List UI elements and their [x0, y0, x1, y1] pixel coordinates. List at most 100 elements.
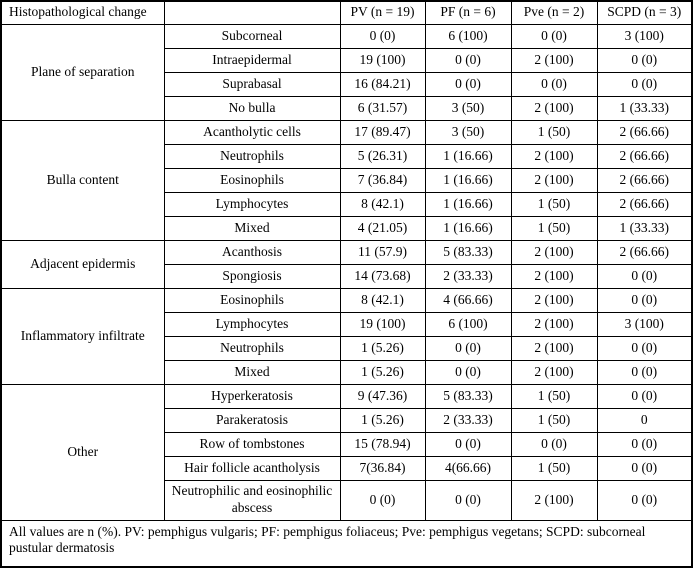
value-cell: 1 (50): [510, 383, 598, 409]
table-row: Other Hyperkeratosis 9 (47.36) 5 (83.33) 1 (…: [0, 383, 693, 521]
value-cell: 0 (0): [424, 47, 512, 73]
table-row: Hair follicle acantholysis 7(36.84) 4(66.6…: [1, 455, 693, 481]
value-cell: 19 (100): [339, 47, 426, 73]
table-row: Neutrophilic and eosinophilic abscess 0 (…: [1, 479, 693, 521]
row-label-cell: Mixed: [163, 359, 341, 385]
value-cell: 1 (16.66): [424, 215, 512, 241]
table-footer: All values are n (%). PV: pemphigus vulg…: [0, 519, 693, 567]
value-cell: 0 (0): [424, 71, 512, 97]
row-label-cell: Subcorneal: [163, 23, 341, 49]
table-header: Histopathological change PV (n = 19) PF …: [0, 0, 693, 25]
table-row: Lymphocytes 8 (42.1) 1 (16.66) 1 (50) 2 (66.…: [1, 191, 693, 217]
row-label-cell: Parakeratosis: [163, 407, 341, 433]
value-cell: 0 (0): [596, 263, 693, 289]
value-cell: 4 (21.05): [339, 215, 426, 241]
value-cell: 2 (100): [510, 47, 598, 73]
value-cell: 0 (0): [424, 335, 512, 361]
value-cell: 7(36.84): [339, 455, 426, 481]
value-cell: 1 (16.66): [424, 191, 512, 217]
value-cell: 6 (100): [424, 23, 512, 49]
table-row: Intraepidermal 19 (100) 0 (0) 2 (100) 0 (0): [1, 47, 693, 73]
value-cell: 0 (0): [596, 47, 693, 73]
row-label-cell: Lymphocytes: [163, 191, 341, 217]
value-cell: 2 (100): [510, 143, 598, 169]
table-row: Lymphocytes 19 (100) 6 (100) 2 (100) 3 (100): [1, 311, 693, 337]
value-cell: 1 (5.26): [339, 359, 426, 385]
value-cell: 0 (0): [424, 479, 512, 521]
value-cell: 2 (66.66): [596, 239, 693, 265]
group-cell: Bulla content: [0, 119, 165, 241]
value-cell: 1 (16.66): [424, 143, 512, 169]
table-row: Neutrophils 5 (26.31) 1 (16.66) 2 (100) 2 (6…: [1, 143, 693, 169]
value-cell: 0: [596, 407, 693, 433]
value-cell: 19 (100): [339, 311, 426, 337]
value-cell: 3 (100): [596, 311, 693, 337]
table-row: Adjacent epidermis Acanthosis 11 (57.9) 5 (…: [0, 239, 693, 289]
value-cell: 0 (0): [596, 71, 693, 97]
value-cell: 0 (0): [596, 383, 693, 409]
value-cell: 15 (78.94): [339, 431, 426, 457]
value-cell: 5 (83.33): [424, 383, 512, 409]
value-cell: 0 (0): [339, 479, 426, 521]
value-cell: 4(66.66): [424, 455, 512, 481]
value-cell: 6 (31.57): [339, 95, 426, 121]
row-label-cell: Mixed: [163, 215, 341, 241]
value-cell: 2 (66.66): [596, 191, 693, 217]
row-label-cell: No bulla: [163, 95, 341, 121]
value-cell: 1 (50): [510, 407, 598, 433]
row-label-cell: Row of tombstones: [163, 431, 341, 457]
value-cell: 1 (33.33): [596, 95, 693, 121]
footnote: All values are n (%). PV: pemphigus vulg…: [0, 519, 693, 567]
row-label-cell: Spongiosis: [163, 263, 341, 289]
value-cell: 3 (50): [424, 119, 512, 145]
value-cell: 0 (0): [596, 479, 693, 521]
group-cell: Inflammatory infiltrate: [0, 287, 165, 385]
table-row: Plane of separation Subcorneal 0 (0) 6 (100…: [0, 23, 693, 121]
row-label-cell: Neutrophils: [163, 335, 341, 361]
table-row: Mixed 1 (5.26) 0 (0) 2 (100) 0 (0): [1, 359, 693, 385]
value-cell: 0 (0): [510, 431, 598, 457]
value-cell: 2 (100): [510, 263, 598, 289]
value-cell: 0 (0): [596, 287, 693, 313]
value-cell: 11 (57.9): [339, 239, 426, 265]
value-cell: 16 (84.21): [339, 71, 426, 97]
value-cell: 1 (5.26): [339, 335, 426, 361]
table-row: Bulla content Acantholytic cells 17 (89.47…: [0, 119, 693, 241]
header-subcategory-blank: [163, 0, 341, 25]
footnote-row: All values are n (%). PV: pemphigus vulg…: [0, 519, 693, 567]
value-cell: 0 (0): [596, 359, 693, 385]
value-cell: 1 (50): [510, 191, 598, 217]
value-cell: 3 (100): [596, 23, 693, 49]
value-cell: 2 (66.66): [596, 143, 693, 169]
value-cell: 0 (0): [596, 335, 693, 361]
group-cell: Plane of separation: [0, 23, 165, 121]
value-cell: 5 (83.33): [424, 239, 512, 265]
value-cell: 17 (89.47): [339, 119, 426, 145]
value-cell: 3 (50): [424, 95, 512, 121]
value-cell: 0 (0): [510, 71, 598, 97]
value-cell: 7 (36.84): [339, 167, 426, 193]
table-row: No bulla 6 (31.57) 3 (50) 2 (100) 1 (33.33): [1, 95, 693, 121]
group-cell: Adjacent epidermis: [0, 239, 165, 289]
row-label-cell: Acantholytic cells: [163, 119, 341, 145]
value-cell: 1 (16.66): [424, 167, 512, 193]
value-cell: 2 (100): [510, 287, 598, 313]
value-cell: 5 (26.31): [339, 143, 426, 169]
row-label-cell: Neutrophils: [163, 143, 341, 169]
value-cell: 2 (100): [510, 335, 598, 361]
table-row: Eosinophils 7 (36.84) 1 (16.66) 2 (100) 2 (6…: [1, 167, 693, 193]
value-cell: 2 (100): [510, 479, 598, 521]
value-cell: 1 (50): [510, 119, 598, 145]
group-cell: Other: [0, 383, 165, 521]
header-pv: PV (n = 19): [339, 0, 426, 25]
value-cell: 1 (50): [510, 455, 598, 481]
value-cell: 2 (33.33): [424, 263, 512, 289]
value-cell: 9 (47.36): [339, 383, 426, 409]
row-label-cell: Lymphocytes: [163, 311, 341, 337]
row-label-cell: Hair follicle acantholysis: [163, 455, 341, 481]
value-cell: 0 (0): [596, 455, 693, 481]
value-cell: 0 (0): [424, 431, 512, 457]
row-label-cell: Neutrophilic and eosinophilic abscess: [163, 479, 341, 521]
value-cell: 2 (100): [510, 359, 598, 385]
